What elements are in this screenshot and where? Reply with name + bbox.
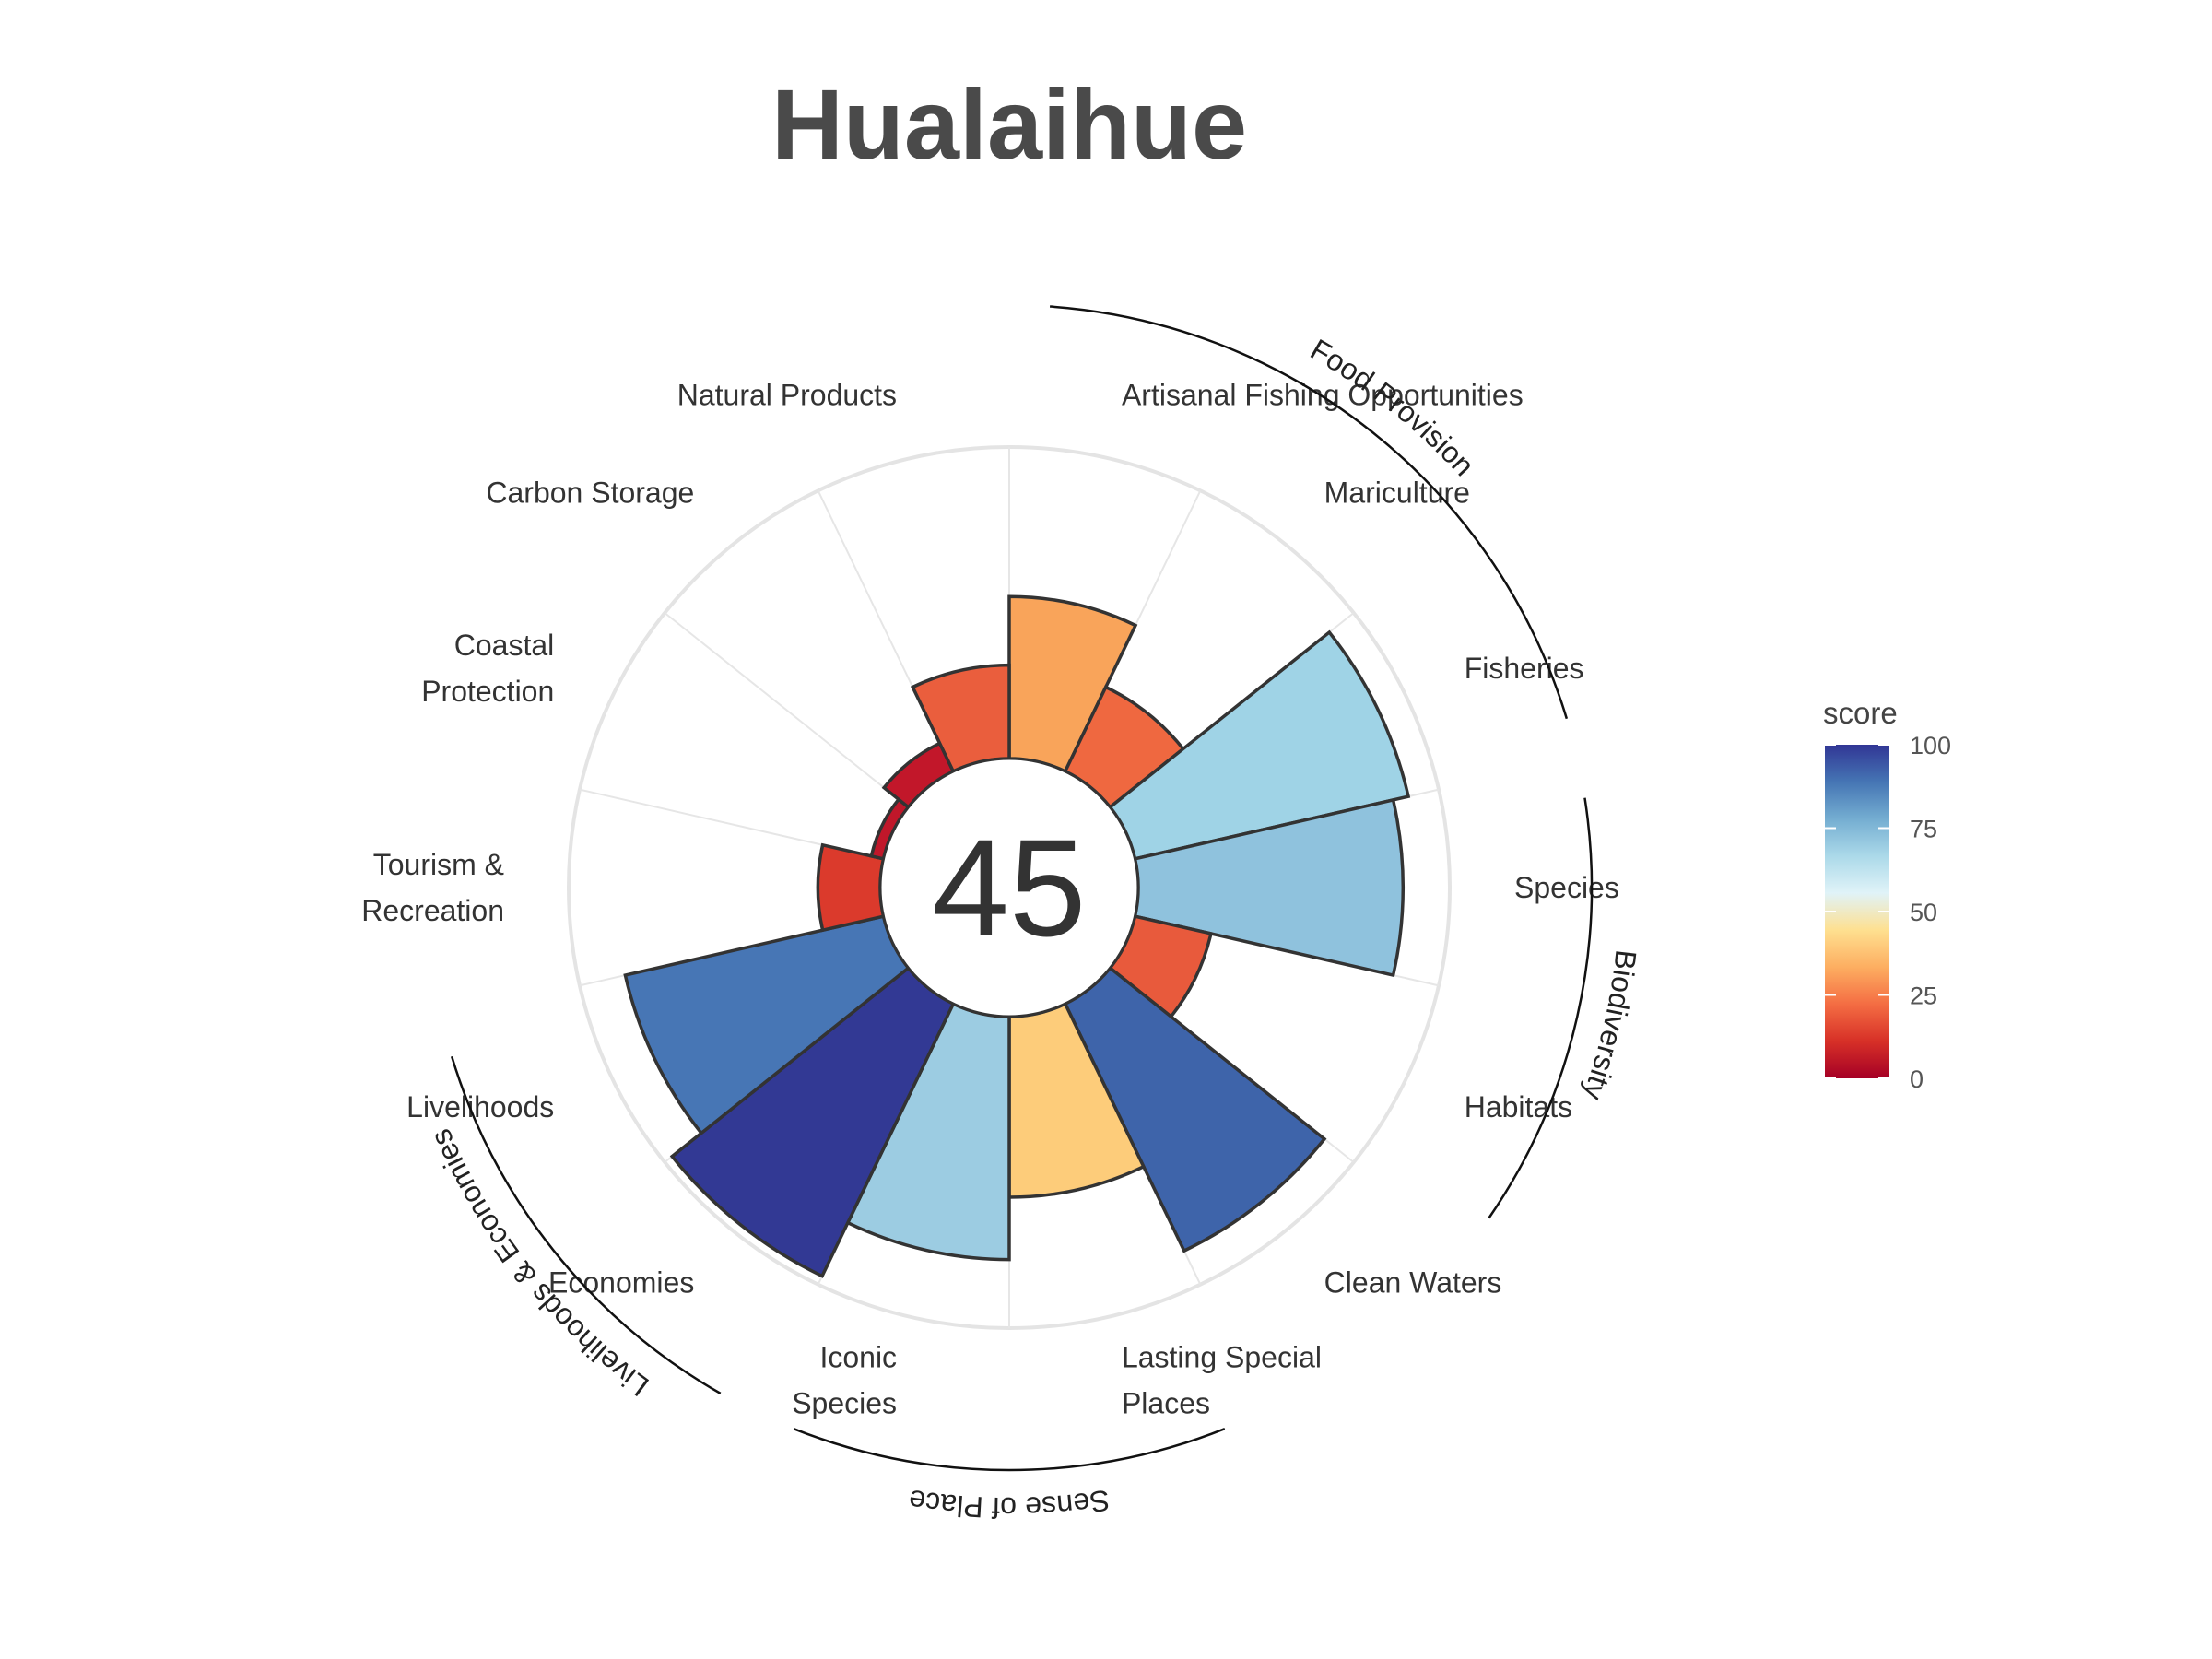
label-fisheries: Fisheries [1465, 652, 1584, 685]
group-arc-sense-of-place [793, 1427, 1226, 1472]
label-iconic-species: Iconic Species [792, 1340, 897, 1419]
label-natural-products: Natural Products [677, 379, 897, 412]
legend-tick-label: 100 [1910, 732, 1951, 759]
legend-tick-label: 25 [1910, 982, 1937, 1010]
group-label-sense-of-place: Sense of Place [907, 1483, 1112, 1524]
group-label-livelihoods-and-economies: Livelihoods & Economies [423, 1124, 654, 1403]
legend-title: score [1823, 696, 1898, 730]
group-arc-biodiversity [1488, 797, 1594, 1219]
legend-tick-label: 75 [1910, 816, 1937, 843]
label-habitats: Habitats [1465, 1090, 1572, 1124]
chart-title: Hualaihue [771, 68, 1247, 180]
petal-labels: Artisanal Fishing OpportunitiesMaricultu… [361, 379, 1619, 1420]
label-clean-waters: Clean Waters [1324, 1265, 1502, 1299]
legend-tick-label: 0 [1910, 1065, 1924, 1093]
legend-tick-label: 50 [1910, 899, 1937, 926]
label-tourism-and-recreation: Tourism & Recreation [361, 848, 504, 927]
label-mariculture: Mariculture [1324, 477, 1470, 510]
color-legend: score 100 75 50 25 0 [1823, 696, 1951, 1093]
label-species: Species [1514, 871, 1619, 904]
group-arc-livelihoods-and-economies [450, 1055, 722, 1394]
label-livelihoods: Livelihoods [406, 1090, 554, 1124]
label-carbon-storage: Carbon Storage [486, 477, 694, 510]
overall-score: 45 [933, 810, 1087, 965]
label-lasting-special-places: Lasting Special Places [1122, 1340, 1322, 1419]
center-disc: 45 [878, 757, 1140, 1018]
label-coastal-protection: Coastal Protection [421, 629, 554, 708]
label-economies: Economies [548, 1265, 694, 1299]
grid-spoke [664, 612, 910, 808]
group-arc-food-provision [1050, 305, 1569, 720]
